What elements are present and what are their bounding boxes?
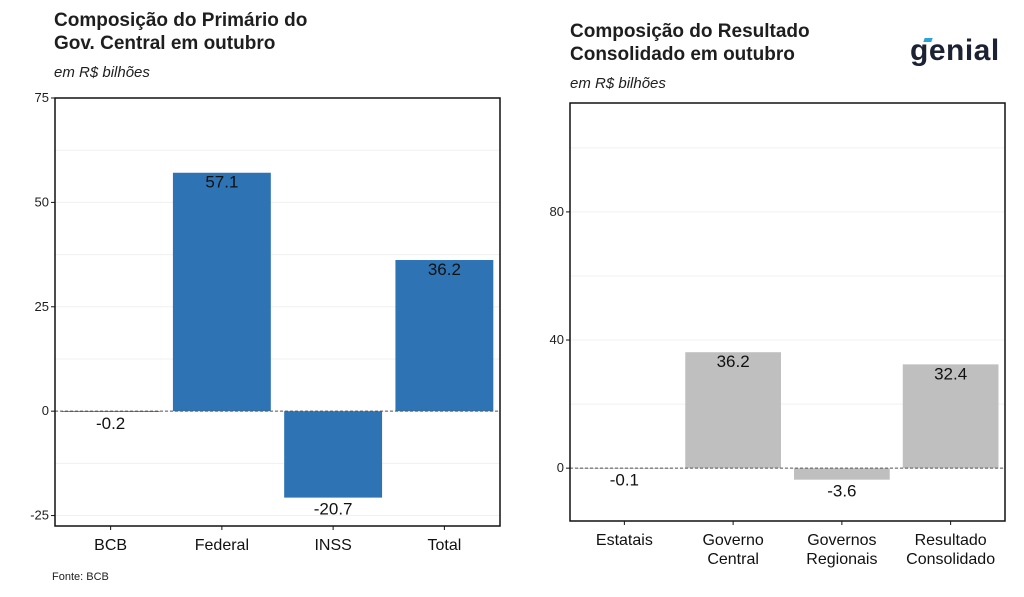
- chart2-frame: [569, 102, 1006, 522]
- chart2-bar-3: [902, 364, 999, 469]
- chart2-ytick-label-1: 40: [550, 332, 564, 347]
- chart1-subtitle: em R$ bilhões: [54, 64, 150, 81]
- chart2-data-label-3: 32.4: [934, 364, 967, 383]
- chart1-ytick-label-1: 0: [42, 403, 49, 418]
- chart2-data-label-2: -3.6: [827, 482, 856, 501]
- chart1-category-label-line: BCB: [94, 537, 127, 554]
- chart2-data-label-1: 36.2: [717, 352, 750, 371]
- chart1-bar-2: [284, 411, 383, 498]
- chart1-ytick-label-3: 50: [35, 194, 49, 209]
- chart1-data-label-3: 36.2: [428, 260, 461, 279]
- chart1-ytick-label-0: -25: [30, 508, 49, 523]
- chart2-category-label-1: Governo Central: [702, 532, 763, 568]
- chart1-title-line2: Gov. Central em outubro: [54, 33, 276, 54]
- chart1-category-label-line: Total: [427, 537, 461, 554]
- chart1-ytick-label-4: 75: [35, 90, 49, 105]
- chart2-category-label-2: Governos Regionais: [806, 532, 877, 568]
- chart1-category-label-0: BCB: [94, 537, 127, 554]
- chart1-ytick-label-2: 25: [35, 299, 49, 314]
- chart1-category-label-line: Federal: [195, 537, 249, 554]
- chart2-category-label-line: Governos: [807, 532, 876, 549]
- chart2-category-label-3: Resultado Consolidado: [906, 532, 995, 568]
- chart2-category-label-line: Governo: [702, 532, 763, 549]
- chart2-category-label-0: Estatais: [596, 532, 653, 549]
- chart2-category-label-line: Central: [707, 551, 759, 568]
- chart1-plot: -0.2 57.1 -20.7 36.2 -25 0 25 50 75 BCB Federal INS…: [30, 90, 501, 554]
- chart2-data-label-0: -0.1: [610, 470, 639, 489]
- chart2-category-label-line: Regionais: [806, 551, 877, 568]
- chart1-title: Composição do Primário do Gov. Central e…: [54, 9, 307, 55]
- chart2-plot: -0.1 36.2 -3.6 32.4 0 40 80 Estatais Governo Cent…: [550, 102, 1006, 568]
- chart2-ytick-label-0: 0: [557, 460, 564, 475]
- chart1-category-label-3: Total: [427, 537, 461, 554]
- chart2-bar-0: [576, 468, 673, 469]
- chart1-data-label-1: 57.1: [205, 173, 238, 192]
- source-note: Fonte: BCB: [52, 571, 109, 583]
- chart1-bar-1: [172, 172, 271, 412]
- chart1-data-label-2: -20.7: [314, 500, 353, 519]
- chart1-title-line1: Composição do Primário do: [54, 10, 308, 31]
- chart1-bar-3: [395, 260, 494, 412]
- chart1-category-label-line: INSS: [314, 537, 351, 554]
- chart1-frame: [54, 97, 501, 527]
- chart1-category-label-2: INSS: [314, 537, 351, 554]
- genial-logo: genial: [910, 34, 1000, 68]
- chart2-category-label-line: Estatais: [596, 532, 653, 549]
- chart2-title: Composição do Resultado Consolidado em o…: [570, 20, 810, 66]
- chart2-subtitle: em R$ bilhões: [570, 75, 666, 92]
- chart2-bar-2: [794, 468, 890, 480]
- chart2-bar-1: [685, 352, 781, 469]
- chart1-category-label-1: Federal: [195, 537, 249, 554]
- chart2-category-label-line: Consolidado: [906, 551, 995, 568]
- chart1-data-label-0: -0.2: [96, 414, 125, 433]
- chart2-category-label-line: Resultado: [915, 532, 987, 549]
- chart2-title-line2: Consolidado em outubro: [570, 44, 795, 65]
- chart2-ytick-label-2: 80: [550, 204, 564, 219]
- chart2-title-line1: Composição do Resultado: [570, 21, 810, 42]
